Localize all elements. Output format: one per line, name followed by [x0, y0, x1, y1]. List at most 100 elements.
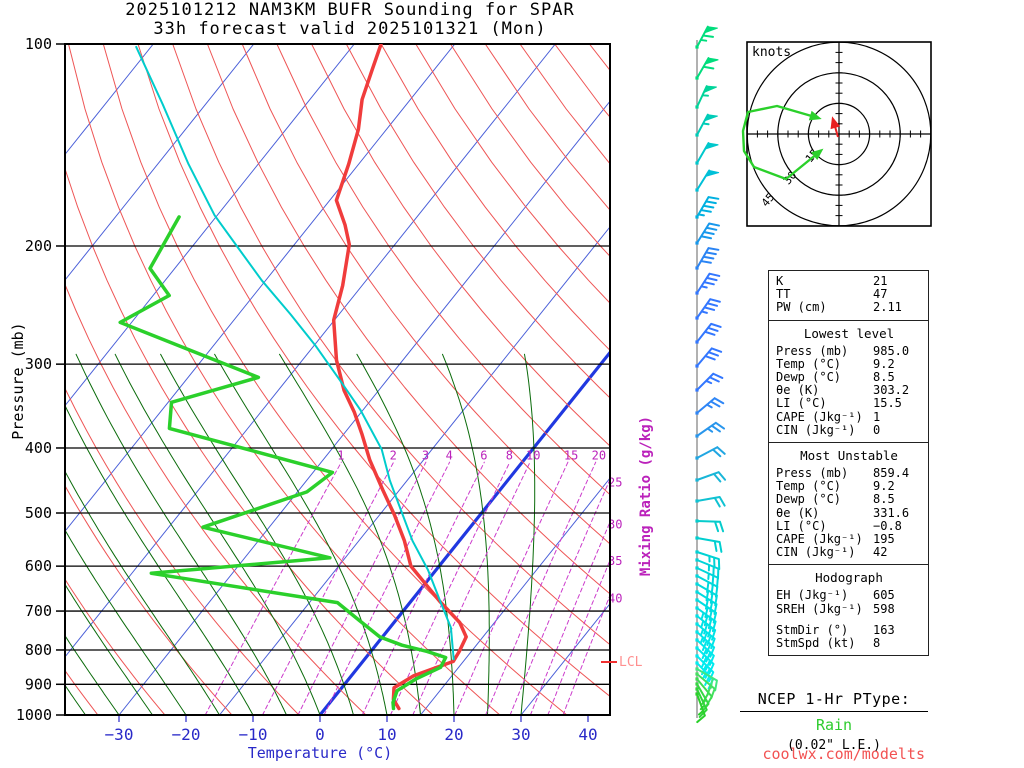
- wind-barb: [696, 693, 706, 724]
- wind-barb-dot: [695, 340, 699, 344]
- row-value: 8: [873, 636, 881, 651]
- wind-barb-dot: [695, 638, 699, 642]
- dry-adiabat: [172, 44, 610, 646]
- row-value: 2.11: [873, 300, 902, 315]
- wind-barb: [696, 639, 715, 666]
- pressure-tick-label: 900: [25, 675, 52, 693]
- wind-barb: [696, 298, 721, 319]
- isotherm: [65, 44, 255, 281]
- temperature-ticks: −30 −20 −10 0 10 20 30 40: [105, 716, 598, 744]
- hodograph-ring-label: 45: [759, 191, 777, 210]
- mixing-ratio-value: 8: [506, 449, 513, 463]
- moist-adiabat: [65, 529, 187, 715]
- row-label: CAPE (Jkg⁻¹): [776, 409, 863, 424]
- wind-barb: [696, 222, 720, 244]
- mixing-ratio-line: [297, 461, 427, 715]
- dry-adiabat: [65, 387, 300, 715]
- dry-adiabat: [415, 44, 610, 304]
- indices-table: K 21 TT 47 PW (cm) 2.11 Lowest level Press …: [768, 270, 929, 657]
- isotherm: [219, 226, 610, 715]
- row-value: 9.2: [873, 479, 895, 494]
- isotherm: [420, 477, 610, 715]
- dry-adiabat: [380, 44, 610, 352]
- moist-adiabat: [65, 470, 220, 715]
- moist-adiabat: [65, 583, 153, 715]
- mixing-ratio-line: [529, 520, 610, 715]
- title-block: 2025101212 NAM3KM BUFR Sounding for SPAR…: [40, 1, 660, 39]
- wind-barb-dot: [695, 188, 699, 192]
- wind-barb-dot: [695, 558, 699, 562]
- row-label: CAPE (Jkg⁻¹): [776, 532, 863, 547]
- mixing-ratio-line: [412, 461, 531, 715]
- wind-barb-dot: [695, 582, 699, 586]
- ptype-block: NCEP 1-Hr PType: Rain (0.02" L.E.): [740, 690, 928, 753]
- zero-isotherm: [318, 349, 610, 715]
- dry-adiabat: [65, 167, 434, 715]
- wind-barb: [696, 85, 709, 108]
- pressure-tick-label: 700: [25, 602, 52, 620]
- dry-adiabat: [206, 44, 610, 595]
- table-row: TT 47: [776, 288, 922, 301]
- isotherm: [118, 100, 610, 715]
- ptype-heading: NCEP 1-Hr PType:: [740, 690, 928, 712]
- row-label: CIN (Jkg⁻¹): [776, 545, 856, 560]
- storm-motion-arrowhead: [830, 116, 841, 130]
- section-header: Hodograph: [815, 570, 883, 586]
- ptype-value: Rain: [815, 716, 853, 734]
- wind-barb: [696, 537, 723, 553]
- mixing-ratio-value: 2: [390, 449, 397, 463]
- wind-barb-column: [695, 25, 727, 724]
- dry-adiabat: [345, 44, 610, 399]
- mixing-ratio-value: 4: [446, 449, 453, 463]
- moist-adiabat: [520, 353, 536, 715]
- pressure-tick-label: 800: [25, 641, 52, 659]
- temperature-curve: [331, 44, 468, 711]
- row-label: TT: [776, 287, 791, 302]
- temp-tick-label: 20: [444, 725, 463, 744]
- wind-barb-dot: [695, 388, 699, 392]
- title-line-2: 33h forecast valid 2025101321 (Mon): [153, 19, 547, 39]
- wind-barb: [696, 591, 718, 615]
- parcel-curve: [135, 45, 455, 661]
- row-value: 8.5: [873, 370, 895, 385]
- indices-section: K 21 TT 47 PW (cm) 2.11: [769, 271, 928, 320]
- row-value: 21: [873, 274, 888, 288]
- mixing-ratio-axis-label: Mixing Ratio (g/kg): [638, 415, 654, 577]
- temp-tick-label: −30: [105, 725, 134, 744]
- wind-barb-dot: [695, 536, 699, 540]
- wind-barb: [696, 631, 716, 658]
- wind-barb: [696, 397, 725, 414]
- title-line-1: 2025101212 NAM3KM BUFR Sounding for SPAR: [125, 0, 575, 20]
- wind-barb: [696, 272, 721, 294]
- wind-barb: [696, 551, 721, 571]
- wind-barb: [696, 322, 722, 343]
- pressure-tick-label: 100: [25, 35, 52, 53]
- row-label: PW (cm): [776, 300, 827, 315]
- table-row: K 21: [776, 274, 922, 288]
- table-row: PW (cm) 2.11: [776, 301, 922, 314]
- hodograph-units-label: knots: [752, 45, 792, 60]
- row-value: 195: [873, 532, 895, 547]
- pressure-tick-label: 1000: [16, 706, 52, 724]
- wind-barb: [696, 575, 719, 598]
- moist-adiabat: [160, 353, 354, 715]
- wind-barb: [696, 372, 724, 391]
- mixing-ratio-value: 25: [608, 475, 622, 489]
- row-label: LI (°C): [776, 396, 827, 411]
- moist-adiabat: [442, 353, 490, 715]
- dry-adiabat: [311, 44, 610, 447]
- dry-adiabat: [68, 44, 501, 715]
- wind-barb-dot: [695, 590, 699, 594]
- wind-barb: [696, 421, 726, 437]
- moist-adiabat: [214, 353, 388, 715]
- wind-barb-dot: [695, 677, 699, 681]
- isotherm: [65, 44, 456, 533]
- moist-adiabat: [75, 353, 287, 715]
- wind-barb-dot: [695, 606, 699, 610]
- section-header: Lowest level: [803, 325, 895, 341]
- temp-tick-label: 0: [315, 725, 325, 744]
- row-label: SREH (Jkg⁻¹): [776, 601, 863, 616]
- wind-barb: [696, 567, 719, 589]
- row-label: Press (mb): [776, 343, 849, 358]
